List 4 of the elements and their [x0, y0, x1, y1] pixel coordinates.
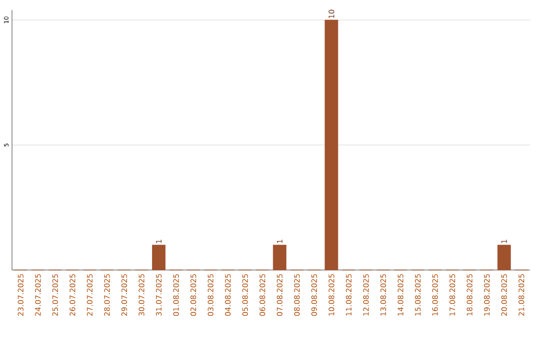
bar [497, 244, 511, 270]
bar [324, 20, 338, 270]
bar [272, 244, 286, 270]
bar [152, 244, 166, 270]
